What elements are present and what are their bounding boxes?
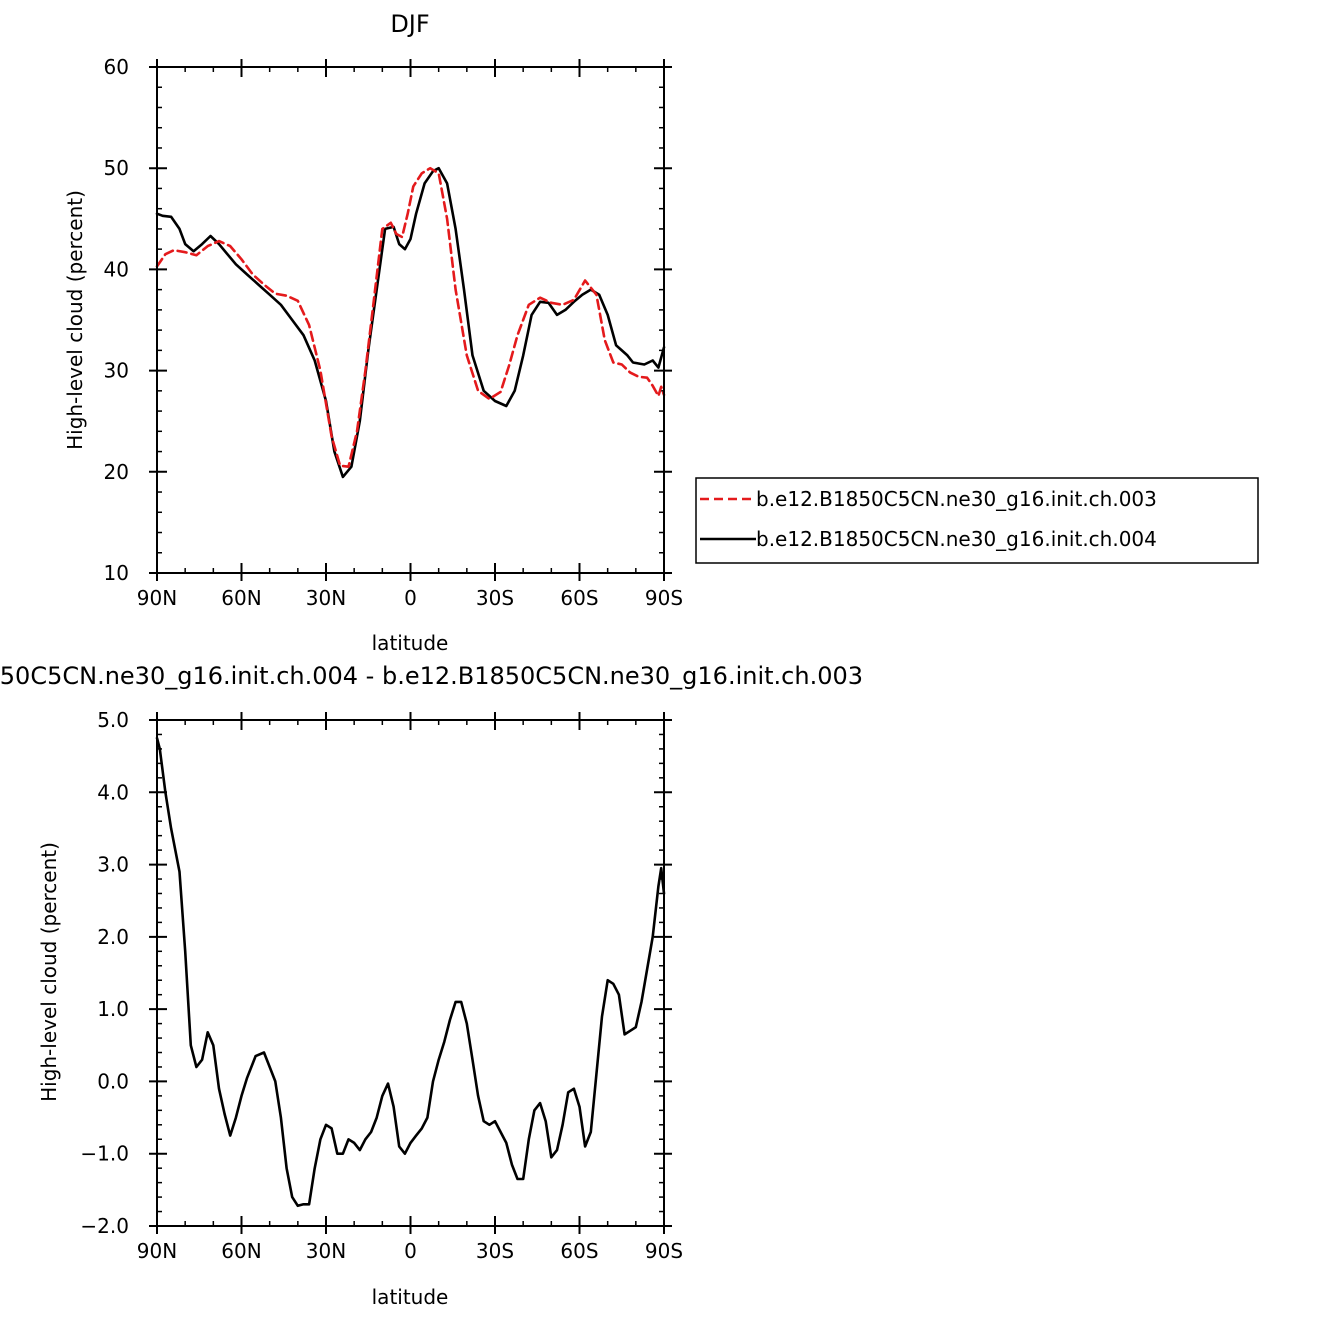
top-y-tick-label: 60	[104, 55, 129, 79]
bottom-y-tick-label: −1.0	[80, 1142, 129, 1166]
top-x-tick-label: 90N	[137, 586, 177, 610]
bottom-x-tick-label: 30S	[476, 1239, 514, 1263]
top-plot-frame	[156, 66, 665, 574]
bottom-panel: b.e12.B1850C5CN.ne30_g16.init.ch.004 - b…	[0, 662, 863, 1309]
top-tick-labels: 90N 60N 30N 0 30S 60S 90S 10 20 30 40 50 60	[104, 55, 684, 610]
top-y-axis-label: High-level cloud (percent)	[63, 190, 87, 450]
top-x-tick-label: 0	[404, 586, 417, 610]
bottom-y-tick-label: −2.0	[80, 1214, 129, 1238]
bottom-y-tick-label: 2.0	[97, 925, 129, 949]
bottom-y-axis-label: High-level cloud (percent)	[37, 842, 61, 1102]
bottom-x-axis-label: latitude	[372, 1285, 449, 1309]
bottom-x-tick-label: 90S	[645, 1239, 683, 1263]
bottom-series-line-1	[155, 736, 666, 1208]
top-y-tick-label: 10	[104, 561, 129, 585]
bottom-x-tick-label: 60S	[560, 1239, 598, 1263]
top-y-tick-label: 40	[104, 257, 129, 281]
top-x-tick-label: 90S	[645, 586, 683, 610]
bottom-y-tick-label: 0.0	[97, 1069, 129, 1093]
bottom-chart-title: b.e12.B1850C5CN.ne30_g16.init.ch.004 - b…	[0, 662, 863, 690]
top-x-tick-label: 30N	[306, 586, 346, 610]
top-plot-area	[155, 166, 666, 479]
legend-label-series-2: b.e12.B1850C5CN.ne30_g16.init.ch.004	[756, 527, 1157, 551]
bottom-y-tick-label: 1.0	[97, 997, 129, 1021]
top-x-tick-label: 60S	[560, 586, 598, 610]
bottom-x-tick-label: 90N	[137, 1239, 177, 1263]
top-x-axis-label: latitude	[372, 631, 449, 655]
bottom-x-tick-label: 30N	[306, 1239, 346, 1263]
bottom-plot-area	[155, 736, 666, 1208]
bottom-x-tick-label: 60N	[221, 1239, 261, 1263]
legend: b.e12.B1850C5CN.ne30_g16.init.ch.003 b.e…	[695, 477, 1259, 564]
top-axis-ticks	[149, 59, 672, 581]
bottom-x-tick-label: 0	[404, 1239, 417, 1263]
bottom-plot-frame	[156, 719, 665, 1227]
legend-box	[695, 477, 1259, 564]
top-x-tick-label: 30S	[476, 586, 514, 610]
bottom-axis-ticks	[149, 712, 672, 1234]
top-y-tick-label: 50	[104, 156, 129, 180]
top-chart-title: DJF	[390, 10, 429, 38]
bottom-tick-labels: 90N 60N 30N 0 30S 60S 90S −2.0 −1.0 0.0 1.0 2.0 3.0 4…	[80, 708, 683, 1263]
top-x-tick-label: 60N	[221, 586, 261, 610]
bottom-y-tick-label: 5.0	[97, 708, 129, 732]
top-series-line-1	[155, 166, 666, 469]
bottom-y-tick-label: 3.0	[97, 853, 129, 877]
legend-label-series-1: b.e12.B1850C5CN.ne30_g16.init.ch.003	[756, 487, 1157, 511]
top-series-line-2	[155, 166, 666, 479]
top-y-tick-label: 30	[104, 359, 129, 383]
top-panel: DJF 90N 60N 30N 0 30S 60S 90S 10 20 30 40 50 60 lati…	[63, 10, 1259, 655]
top-y-tick-label: 20	[104, 460, 129, 484]
bottom-y-tick-label: 4.0	[97, 780, 129, 804]
